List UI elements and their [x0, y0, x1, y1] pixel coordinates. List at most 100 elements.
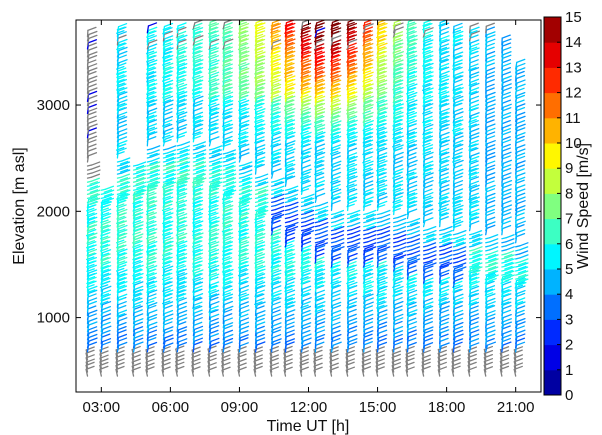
wind-barb	[485, 238, 499, 244]
wind-barb	[176, 277, 188, 288]
wind-barb	[238, 99, 250, 111]
wind-barb	[485, 246, 499, 252]
colorbar-segment	[544, 143, 561, 169]
wind-barb	[254, 35, 266, 46]
wind-barb	[146, 59, 158, 70]
wind-barb	[238, 169, 253, 175]
wind-barb	[271, 209, 285, 216]
wind-barb	[116, 256, 128, 268]
wind-barb	[363, 234, 377, 240]
wind-barb	[176, 22, 187, 34]
wind-barb	[176, 111, 188, 123]
wind-barb	[501, 242, 515, 248]
wind-barb	[314, 293, 326, 305]
wind-barb	[208, 145, 223, 153]
wind-barb	[208, 103, 220, 115]
wind-barb	[314, 317, 326, 329]
wind-barb	[176, 177, 190, 185]
wind-barb	[238, 185, 253, 193]
wind-barb	[406, 208, 418, 220]
wind-barb	[176, 169, 191, 177]
wind-barb	[86, 189, 101, 197]
wind-barb	[100, 249, 112, 260]
wind-barb	[314, 234, 329, 240]
colorbar-label: Wind Speed [m/s]	[575, 143, 592, 269]
wind-barb	[330, 234, 345, 240]
wind-barb	[192, 153, 207, 161]
wind-barb	[300, 42, 312, 54]
wind-barb	[116, 293, 128, 305]
wind-barb	[406, 246, 421, 252]
wind-barb	[300, 342, 312, 353]
wind-barb	[86, 269, 98, 280]
wind-barb	[100, 224, 112, 236]
wind-barb	[208, 34, 220, 46]
wind-barb	[284, 205, 299, 212]
wind-barb	[146, 309, 158, 321]
wind-barb	[132, 329, 144, 341]
wind-barb	[86, 232, 98, 244]
wind-barb	[86, 161, 101, 167]
x-tick-label: 09:00	[221, 399, 259, 416]
wind-barb	[238, 119, 250, 131]
wind-barb	[208, 59, 220, 70]
wind-barb	[222, 273, 234, 284]
wind-barb	[254, 276, 266, 288]
wind-barb	[314, 241, 325, 252]
wind-barb	[192, 123, 204, 135]
wind-barb	[132, 185, 147, 193]
wind-barb	[162, 244, 174, 256]
wind-barb	[300, 197, 315, 206]
wind-barb	[86, 94, 98, 107]
wind-barb	[406, 230, 420, 236]
wind-barb	[254, 265, 266, 276]
wind-barb	[284, 301, 296, 313]
wind-barb	[271, 197, 285, 204]
wind-barb	[208, 325, 220, 337]
wind-barb	[222, 100, 234, 111]
wind-barb	[222, 139, 233, 151]
wind-barb	[238, 325, 250, 337]
wind-barb	[146, 272, 157, 284]
wind-barb	[300, 201, 315, 208]
colorbar-tick-label: 1	[565, 362, 573, 379]
wind-barb	[86, 212, 98, 224]
colorbar-tick-label: 4	[565, 286, 573, 303]
wind-barb	[254, 329, 266, 341]
wind-barb	[192, 177, 207, 185]
wind-barb	[162, 103, 174, 115]
wind-barb	[271, 177, 285, 185]
wind-barb	[86, 26, 97, 38]
wind-barb	[238, 148, 250, 159]
wind-barb	[254, 220, 266, 232]
wind-barb	[132, 264, 144, 276]
wind-barb	[162, 265, 174, 276]
wind-barb	[330, 230, 345, 236]
wind-barb	[254, 224, 266, 236]
wind-barb	[254, 46, 266, 58]
wind-barb	[208, 264, 220, 276]
wind-barb	[176, 240, 188, 252]
wind-barb	[284, 75, 296, 86]
wind-barb	[192, 145, 206, 151]
wind-barb	[146, 200, 158, 212]
wind-barb	[146, 177, 161, 185]
wind-barb	[238, 257, 250, 268]
wind-barb	[116, 59, 128, 70]
wind-barb	[346, 221, 361, 228]
wind-barb	[132, 341, 144, 353]
wind-barb	[271, 193, 285, 199]
wind-barb	[208, 341, 220, 353]
wind-barb	[452, 246, 467, 252]
wind-barb	[100, 305, 112, 317]
wind-barb	[363, 229, 377, 236]
wind-barb	[100, 269, 112, 280]
wind-barb	[393, 213, 407, 220]
wind-barb	[132, 208, 144, 220]
wind-barb	[192, 59, 204, 70]
wind-barb	[254, 205, 269, 214]
wind-barb	[346, 242, 361, 248]
wind-barb	[162, 66, 174, 78]
wind-barbs	[85, 20, 529, 377]
wind-barb	[146, 236, 158, 248]
